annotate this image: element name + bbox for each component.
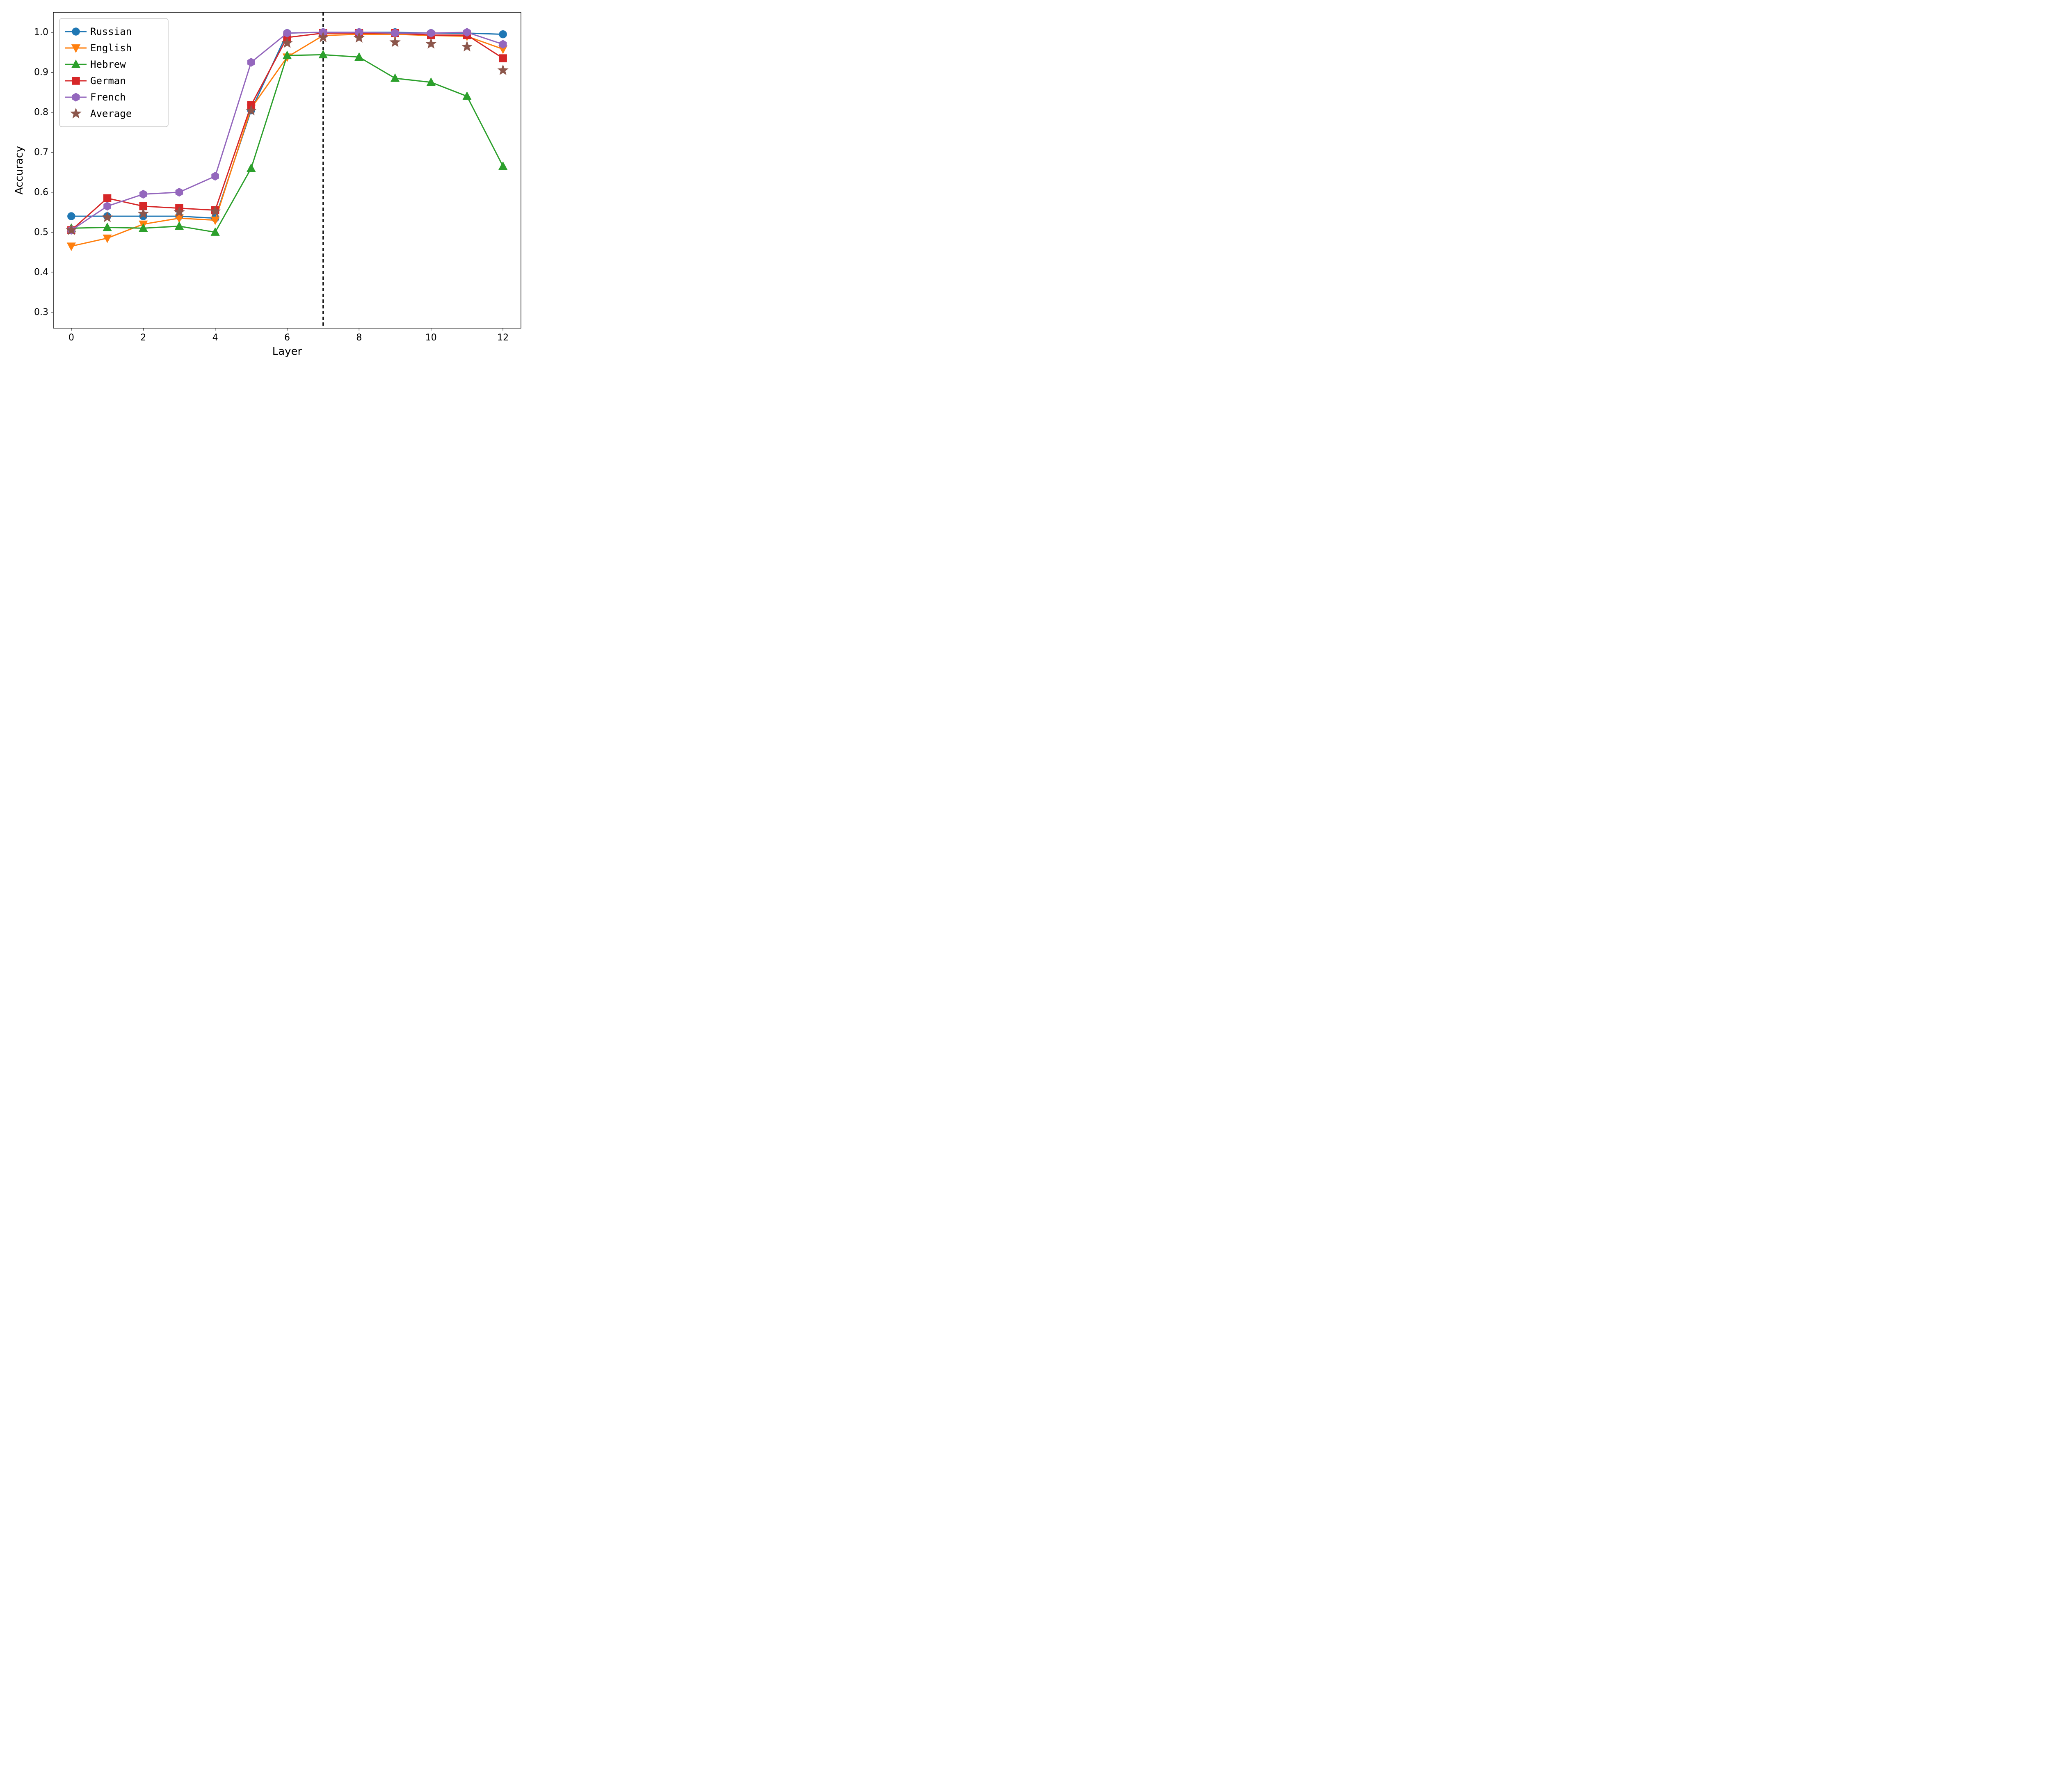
svg-text:0.6: 0.6 bbox=[34, 187, 48, 198]
line-chart: 0 2 4 6 8 10 12 0.3 0.4 0.5 0.6 0.7 0.8 0.9 1.0 Layer Ac… bbox=[4, 4, 533, 365]
svg-text:0.5: 0.5 bbox=[34, 227, 48, 237]
svg-text:2: 2 bbox=[140, 333, 146, 343]
svg-text:4: 4 bbox=[212, 333, 218, 343]
svg-text:10: 10 bbox=[425, 333, 437, 343]
svg-text:6: 6 bbox=[284, 333, 290, 343]
svg-text:12: 12 bbox=[497, 333, 509, 343]
svg-text:0.4: 0.4 bbox=[34, 267, 48, 278]
legend-label: Average bbox=[90, 108, 132, 119]
legend-label: Hebrew bbox=[90, 59, 126, 70]
svg-text:0.8: 0.8 bbox=[34, 107, 48, 118]
legend-label: Russian bbox=[90, 26, 132, 37]
svg-text:1.0: 1.0 bbox=[34, 27, 48, 38]
y-axis-label: Accuracy bbox=[13, 146, 25, 195]
svg-text:0.7: 0.7 bbox=[34, 147, 48, 158]
x-axis-label: Layer bbox=[272, 345, 302, 358]
svg-text:0.9: 0.9 bbox=[34, 67, 48, 78]
chart-svg: 0 2 4 6 8 10 12 0.3 0.4 0.5 0.6 0.7 0.8 0.9 1.0 Layer Ac… bbox=[4, 4, 533, 365]
svg-text:0.3: 0.3 bbox=[34, 307, 48, 317]
svg-text:8: 8 bbox=[356, 333, 362, 343]
legend-label: French bbox=[90, 91, 126, 103]
legend-label: English bbox=[90, 42, 132, 54]
legend-label: German bbox=[90, 75, 126, 87]
legend: Russian English Hebrew German French Average bbox=[59, 18, 168, 127]
svg-text:0: 0 bbox=[69, 333, 74, 343]
